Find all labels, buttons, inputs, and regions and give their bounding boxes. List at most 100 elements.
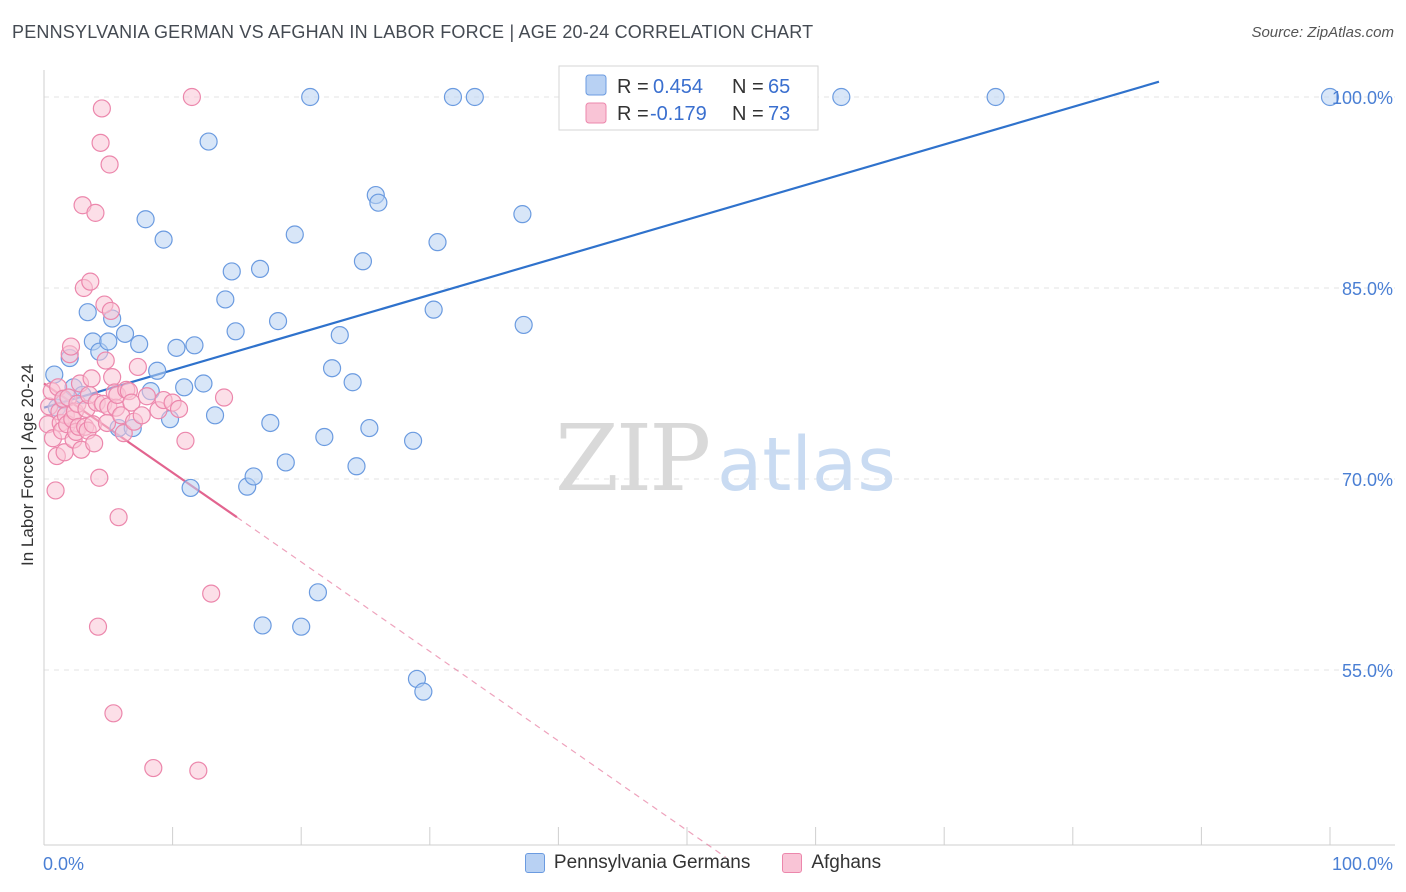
legend-swatch-blue xyxy=(524,853,545,873)
afghan-point xyxy=(176,431,195,450)
afghan-point xyxy=(88,617,108,636)
afghan-point xyxy=(91,133,110,152)
afghan-point xyxy=(103,368,122,387)
data-points xyxy=(38,87,1340,780)
legend-n-value-2: 73 xyxy=(768,103,790,125)
afghan-point xyxy=(96,351,115,370)
x-tick-label: 100.0% xyxy=(1332,854,1393,874)
legend-label: Afghans xyxy=(811,852,882,873)
pennsylvania-german-point xyxy=(130,334,149,354)
pennsylvania-german-point xyxy=(148,361,167,380)
pennsylvania-german-point xyxy=(330,326,349,345)
afghan-point xyxy=(214,388,234,407)
pennsylvania-german-point xyxy=(261,413,280,433)
pennsylvania-german-point xyxy=(244,467,263,486)
legend-swatch-pink xyxy=(585,102,607,124)
axes xyxy=(43,70,1395,846)
pennsylvania-german-point xyxy=(465,87,484,107)
legend-item-afghans: Afghans xyxy=(782,852,881,874)
pennsylvania-german-point xyxy=(285,225,304,244)
chart-title: PENNSYLVANIA GERMAN VS AFGHAN IN LABOR F… xyxy=(12,22,814,42)
pennsylvania-german-point xyxy=(250,259,270,278)
pennsylvania-german-point xyxy=(414,682,433,701)
pennsylvania-german-point xyxy=(268,312,288,331)
afghan-point xyxy=(182,87,201,107)
pennsylvania-german-point xyxy=(360,418,379,438)
pennsylvania-german-point xyxy=(514,315,533,335)
pennsylvania-german-point xyxy=(369,193,388,212)
legend-r-label-1: R = xyxy=(617,76,649,98)
pennsylvania-german-point xyxy=(986,87,1005,107)
legend-label: Pennsylvania Germans xyxy=(553,852,751,873)
pennsylvania-german-point xyxy=(115,324,135,343)
pennsylvania-german-point xyxy=(99,332,118,351)
bottom-legend: Pennsylvania Germans Afghans xyxy=(0,852,1406,874)
pennsylvania-german-point xyxy=(181,478,200,498)
pennsylvania-german-point xyxy=(1320,87,1340,107)
pennsylvania-german-point xyxy=(292,617,311,636)
legend-item-pennsylvania-germans: Pennsylvania Germans xyxy=(524,852,751,874)
legend-n-label-2: N = xyxy=(732,103,764,125)
afghan-point xyxy=(169,399,189,419)
pennsylvania-german-point xyxy=(315,427,334,447)
afghan-point xyxy=(132,406,151,425)
afghan-point xyxy=(46,481,65,500)
pennsylvania-german-point xyxy=(276,453,295,472)
legend-r-value-1: 0.454 xyxy=(653,76,703,98)
chart-source: Source: ZipAtlas.com xyxy=(1251,24,1394,41)
inset-legend: R = 0.454 N = 65 R = -0.179 N = 73 xyxy=(558,65,819,131)
y-tick-label: 70.0% xyxy=(1342,470,1393,490)
pennsylvania-german-point xyxy=(216,290,235,309)
pennsylvania-german-trend-line xyxy=(43,80,1160,409)
pennsylvania-german-point xyxy=(301,87,320,107)
afghan-point xyxy=(104,704,123,723)
pennsylvania-german-point xyxy=(308,583,328,602)
y-tick-label: 85.0% xyxy=(1342,279,1393,299)
svg-text:ZIP: ZIP xyxy=(555,405,708,512)
afghan-point xyxy=(90,468,109,487)
pennsylvania-german-point xyxy=(428,233,447,252)
afghan-point xyxy=(202,584,221,603)
y-tick-label: 55.0% xyxy=(1342,661,1393,681)
pennsylvania-german-point xyxy=(154,230,173,249)
afghan-point xyxy=(82,369,101,388)
afghan-point xyxy=(109,508,128,527)
pennsylvania-german-point xyxy=(343,373,362,392)
pennsylvania-german-point xyxy=(199,132,218,151)
legend-r-value-2: -0.179 xyxy=(650,103,707,125)
afghan-trend-extension xyxy=(236,516,726,858)
afghan-point xyxy=(61,337,81,356)
pennsylvania-german-point xyxy=(832,87,851,107)
afghan-point xyxy=(92,99,111,118)
afghan-point xyxy=(101,301,120,321)
x-tick-label: 0.0% xyxy=(43,854,84,874)
pennsylvania-german-point xyxy=(222,262,241,281)
afghan-point xyxy=(137,387,156,406)
legend-swatch-blue xyxy=(585,74,607,96)
pennsylvania-german-point xyxy=(353,252,373,271)
pennsylvania-german-point xyxy=(424,300,443,319)
pennsylvania-german-point xyxy=(185,336,204,355)
afghan-point xyxy=(122,393,141,412)
pennsylvania-german-point xyxy=(167,338,186,357)
pennsylvania-german-point xyxy=(78,303,97,322)
pennsylvania-german-point xyxy=(136,210,155,229)
pennsylvania-german-point xyxy=(194,374,213,393)
gridlines xyxy=(44,96,1395,671)
pennsylvania-german-point xyxy=(443,87,463,107)
afghan-point xyxy=(114,424,133,443)
y-tick-label: 100.0% xyxy=(1332,88,1393,108)
legend-n-label-1: N = xyxy=(732,76,764,98)
pennsylvania-german-point xyxy=(403,431,423,450)
pennsylvania-german-point xyxy=(205,406,225,425)
afghan-point xyxy=(86,203,105,222)
afghan-point xyxy=(100,155,119,174)
pennsylvania-german-point xyxy=(226,322,245,341)
pennsylvania-german-point xyxy=(175,378,194,397)
afghan-point xyxy=(81,272,100,291)
watermark: ZIP atlas xyxy=(555,405,896,512)
afghan-point xyxy=(144,758,163,778)
pennsylvania-german-point xyxy=(513,205,532,224)
svg-text:atlas: atlas xyxy=(717,422,896,508)
